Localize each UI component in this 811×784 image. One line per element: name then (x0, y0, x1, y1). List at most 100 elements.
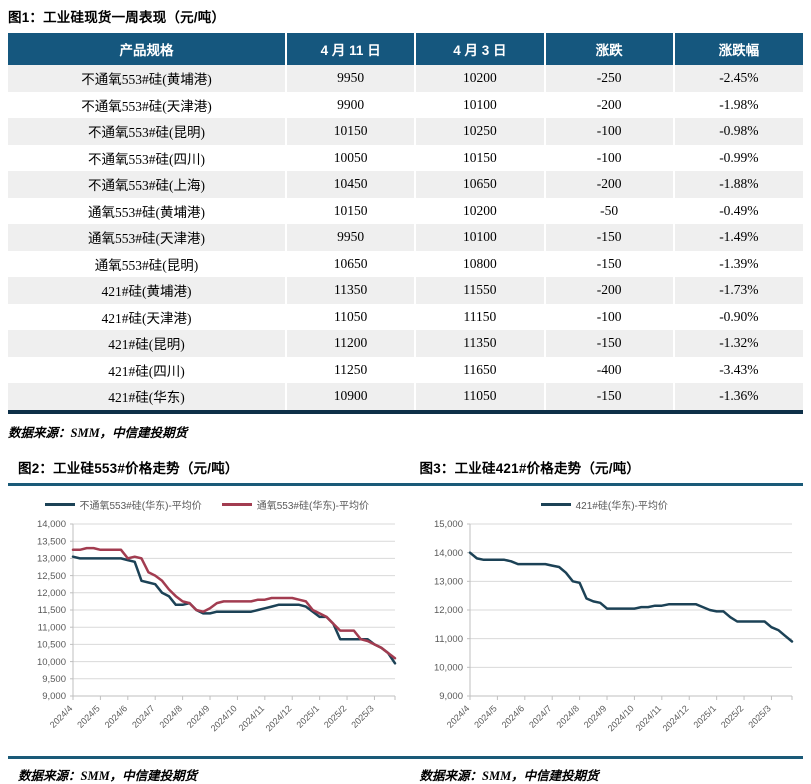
value-cell: 10650 (285, 250, 416, 277)
x-axis-tick-label: 2024/5 (75, 703, 102, 730)
x-axis-tick-label: 2025/3 (747, 703, 774, 730)
legend-line-swatch (221, 503, 252, 506)
legend-item: 不通氧553#硅(华东)-平均价 (44, 497, 202, 512)
value-cell: 11250 (285, 356, 416, 383)
table-row: 421#硅(昆明) 11200 11350 -150 -1.32% (8, 330, 803, 357)
value-cell: -1.98% (672, 91, 803, 118)
x-axis-tick-label: 2025/2 (322, 703, 349, 730)
y-axis-tick-label: 10,000 (434, 662, 463, 673)
value-cell: -0.90% (672, 303, 803, 330)
y-axis-tick-label: 11,500 (37, 605, 65, 616)
table-row: 421#硅(华东) 10900 11050 -150 -1.36% (8, 383, 803, 412)
value-cell: 10100 (414, 91, 545, 118)
value-cell: 11550 (414, 277, 545, 304)
product-spec-cell: 不通氧553#硅(黄埔港) (81, 72, 212, 88)
x-axis-tick-label: 2024/8 (157, 703, 184, 730)
value-cell: -250 (543, 65, 674, 92)
series-line (71, 546, 396, 659)
x-axis-tick-label: 2024/10 (606, 703, 636, 733)
column-header-3: 涨跌 (543, 33, 674, 65)
x-axis-tick-label: 2024/5 (473, 703, 500, 730)
y-axis-tick-label: 9,000 (439, 691, 463, 702)
table-row: 421#硅(天津港) 11050 11150 -100 -0.90% (8, 303, 803, 330)
product-spec-cell: 通氧553#硅(黄埔港) (88, 204, 206, 220)
value-cell: 11200 (285, 330, 416, 357)
y-axis-tick-label: 12,000 (434, 605, 463, 616)
x-axis-tick-label: 2024/12 (661, 703, 691, 733)
value-cell: 10900 (285, 383, 416, 412)
product-spec-cell: 421#硅(天津港) (101, 310, 192, 326)
value-cell: -50 (543, 197, 674, 224)
product-spec-cell: 421#硅(黄埔港) (101, 284, 192, 300)
table-row: 不通氧553#硅(上海) 10450 10650 -200 -1.88% (8, 171, 803, 198)
value-cell: -2.45% (672, 65, 803, 92)
value-cell: -100 (543, 144, 674, 171)
chart-titles-row: 图2：工业硅553#价格走势（元/吨） 图3：工业硅421#价格走势（元/吨） (8, 457, 803, 477)
figure1-source: 数据来源：SMM，中信建投期货 (8, 425, 188, 440)
x-axis-tick-label: 2024/6 (102, 703, 129, 730)
y-axis-tick-label: 11,000 (435, 633, 463, 644)
value-cell: 11150 (414, 303, 545, 330)
value-cell: -150 (543, 250, 674, 277)
x-axis-tick-label: 2024/6 (500, 703, 527, 730)
value-cell: 10200 (414, 65, 545, 92)
table-row: 不通氧553#硅(黄埔港) 9950 10200 -250 -2.45% (8, 65, 803, 92)
y-axis-tick-label: 9,500 (42, 674, 66, 685)
x-axis-tick-label: 2024/7 (130, 703, 157, 730)
value-cell: -0.98% (672, 118, 803, 145)
value-cell: -0.99% (672, 144, 803, 171)
y-axis-tick-label: 13,000 (434, 576, 463, 587)
y-axis-tick-label: 12,000 (37, 588, 66, 599)
value-cell: 10250 (414, 118, 545, 145)
product-spec-cell: 421#硅(华东) (108, 390, 185, 406)
value-cell: -1.49% (672, 224, 803, 251)
figure2-source: 数据来源：SMM，中信建投期货 (18, 768, 198, 783)
series-line (469, 550, 794, 643)
y-axis-tick-label: 11,000 (37, 622, 65, 633)
column-header-4: 涨跌幅 (672, 33, 803, 65)
y-axis-tick-label: 12,500 (37, 570, 66, 581)
chart-553-column: 不通氧553#硅(华东)-平均价 通氧553#硅(华东)-平均价 9,000 9,5… (8, 488, 406, 750)
value-cell: 10050 (285, 144, 416, 171)
table-row: 421#硅(四川) 11250 11650 -400 -3.43% (8, 356, 803, 383)
legend-label: 通氧553#硅(华东)-平均价 (256, 501, 369, 512)
value-cell: -0.49% (672, 197, 803, 224)
x-axis-tick-label: 2024/9 (185, 703, 212, 730)
value-cell: 11650 (414, 356, 545, 383)
product-spec-cell: 421#硅(四川) (108, 363, 185, 379)
x-axis-tick-label: 2024/4 (445, 703, 472, 730)
chart-421-price-trend: 9,000 10,000 11,000 12,000 13,000 14,000 15,00… (434, 519, 794, 733)
y-axis-tick-label: 13,500 (37, 536, 66, 547)
chart-553-price-trend: 9,000 9,500 10,000 10,500 11,000 11,500 12,000… (37, 519, 396, 733)
legend-line-swatch (44, 503, 75, 506)
value-cell: -200 (543, 277, 674, 304)
value-cell: -1.73% (672, 277, 803, 304)
y-axis-tick-label: 10,500 (37, 639, 66, 650)
value-cell: 10650 (414, 171, 545, 198)
product-spec-cell: 不通氧553#硅(四川) (88, 151, 206, 167)
value-cell: 11350 (414, 330, 545, 357)
bottom-sources-row: 数据来源：SMM，中信建投期货 数据来源：SMM，中信建投期货 (8, 765, 803, 784)
figure2-title: 图2：工业硅553#价格走势（元/吨） (18, 460, 239, 476)
figure3-title: 图3：工业硅421#价格走势（元/吨） (419, 460, 641, 476)
value-cell: -1.36% (672, 383, 803, 412)
x-axis-tick-label: 2024/11 (634, 703, 664, 733)
table-row: 421#硅(黄埔港) 11350 11550 -200 -1.73% (8, 277, 803, 304)
y-axis-tick-label: 14,000 (434, 547, 463, 558)
x-axis-tick-label: 2024/10 (209, 703, 239, 733)
column-header-1: 4 月 11 日 (285, 33, 416, 65)
charts-row: 不通氧553#硅(华东)-平均价 通氧553#硅(华东)-平均价 9,000 9,5… (8, 488, 803, 750)
value-cell: 10150 (285, 118, 416, 145)
product-spec-cell: 不通氧553#硅(昆明) (88, 125, 206, 141)
chart-421-legend: 421#硅(华东)-平均价 (540, 496, 668, 514)
x-axis-tick-label: 2024/4 (48, 703, 75, 730)
product-spec-cell: 不通氧553#硅(上海) (88, 178, 206, 194)
value-cell: -1.39% (672, 250, 803, 277)
value-cell: 10150 (414, 144, 545, 171)
legend-line-swatch (540, 503, 571, 506)
x-axis-tick-label: 2025/3 (349, 703, 376, 730)
